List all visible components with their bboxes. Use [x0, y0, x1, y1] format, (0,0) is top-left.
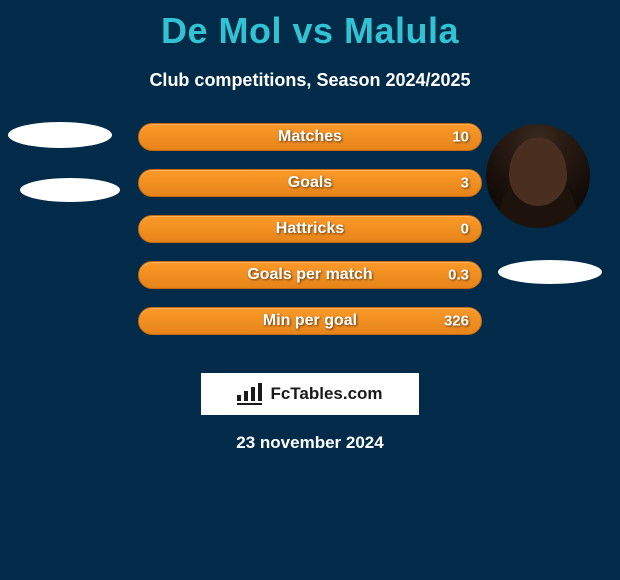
bar-chart-icon [237, 383, 262, 405]
stat-value-right: 326 [444, 313, 469, 330]
subtitle: Club competitions, Season 2024/2025 [0, 70, 620, 91]
stat-bar-goals: Goals 3 [138, 169, 482, 197]
stat-label: Goals per match [247, 266, 372, 284]
stat-label: Goals [288, 174, 332, 192]
stat-value-right: 0.3 [448, 267, 469, 284]
stats-region: Matches 10 Goals 3 Hattricks 0 Goals per… [0, 123, 620, 363]
brand-text: FcTables.com [270, 384, 382, 404]
stat-bar-goals-per-match: Goals per match 0.3 [138, 261, 482, 289]
date-text: 23 november 2024 [0, 433, 620, 453]
stat-bar-hattricks: Hattricks 0 [138, 215, 482, 243]
page-title: De Mol vs Malula [0, 0, 620, 52]
brand-watermark: FcTables.com [201, 373, 419, 415]
stat-label: Hattricks [276, 220, 344, 238]
stat-label: Matches [278, 128, 342, 146]
stat-bars: Matches 10 Goals 3 Hattricks 0 Goals per… [138, 123, 482, 353]
stat-bar-matches: Matches 10 [138, 123, 482, 151]
stat-bar-min-per-goal: Min per goal 326 [138, 307, 482, 335]
stat-value-right: 10 [452, 129, 469, 146]
stat-value-right: 0 [461, 221, 469, 238]
stat-label: Min per goal [263, 312, 357, 330]
stat-value-right: 3 [461, 175, 469, 192]
